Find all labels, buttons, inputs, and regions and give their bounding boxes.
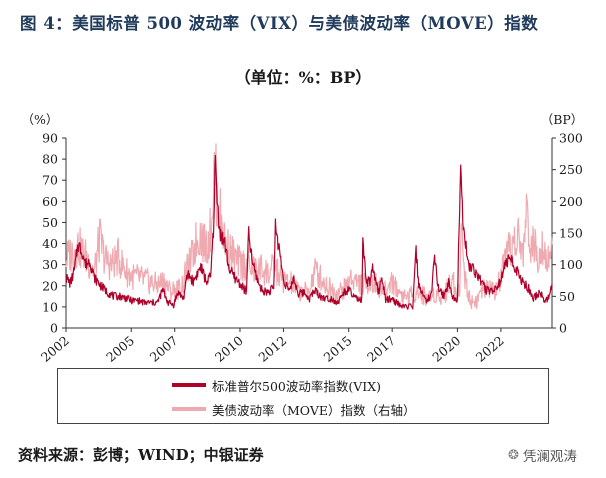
series-line-move xyxy=(65,143,553,310)
left-axis-tick-label: 60 xyxy=(42,194,58,209)
left-axis-tick-label: 10 xyxy=(42,299,58,314)
chart-title: 图 4：美国标普 500 波动率（VIX）与美债波动率（MOVE）指数 xyxy=(20,14,539,33)
x-axis-tick-label: 2010 xyxy=(212,333,246,365)
left-axis-tick-label: 0 xyxy=(50,321,58,336)
x-axis-tick-label: 2022 xyxy=(473,333,507,365)
line-chart: 0 10 20 30 40 50 60 70 80 90 0 50 100 150 200 250 300 200… xyxy=(22,112,584,365)
series-line-vix xyxy=(65,154,553,310)
legend-label-vix: 标准普尔500波动率指数(VIX) xyxy=(212,378,381,394)
x-axis-tick-label: 2015 xyxy=(321,333,355,365)
legend-label-move: 美债波动率（MOVE）指数（右轴） xyxy=(212,402,416,418)
left-axis-tick-label: 20 xyxy=(42,278,58,293)
legend-item-move: 美债波动率（MOVE）指数（右轴） xyxy=(172,399,415,419)
left-axis-unit-label: （%） xyxy=(22,112,59,127)
left-axis-tick-label: 90 xyxy=(42,131,58,146)
right-axis-tick-label: 300 xyxy=(559,131,583,146)
right-axis-tick-label: 50 xyxy=(559,289,575,304)
x-axis-tick-label: 2007 xyxy=(147,333,181,365)
right-axis-tick-label: 250 xyxy=(559,162,583,177)
right-axis-tick-label: 100 xyxy=(559,257,583,272)
right-axis-tick-label: 150 xyxy=(559,226,583,241)
left-axis-tick-label: 50 xyxy=(42,215,58,230)
left-axis-tick-label: 40 xyxy=(42,236,58,251)
legend-swatch-vix xyxy=(172,383,206,387)
watermark: ❂ 凭澜观涛 xyxy=(508,445,577,466)
source-note: 资料来源：彭博；WIND；中银证券 xyxy=(18,446,264,464)
chart-subtitle: （单位：%：BP） xyxy=(234,68,372,87)
legend-swatch-move xyxy=(172,407,206,411)
x-axis-tick-label: 2020 xyxy=(429,333,463,365)
right-axis-tick-label: 0 xyxy=(559,321,567,336)
chart-legend: 标准普尔500波动率指数(VIX) 美债波动率（MOVE）指数（右轴） xyxy=(57,368,549,424)
x-axis-tick-label: 2005 xyxy=(103,333,137,365)
wechat-icon: ❂ xyxy=(508,447,519,463)
x-axis-tick-label: 2002 xyxy=(38,333,72,365)
legend-item-vix: 标准普尔500波动率指数(VIX) xyxy=(172,375,381,395)
left-axis-tick-label: 30 xyxy=(42,257,58,272)
watermark-text: 凭澜观涛 xyxy=(522,449,577,465)
left-axis-tick-label: 70 xyxy=(42,173,58,188)
x-axis-tick-label: 2017 xyxy=(364,333,398,365)
x-axis-tick-label: 2012 xyxy=(255,333,289,365)
right-axis-unit-label: （BP） xyxy=(541,112,584,127)
left-axis-tick-label: 80 xyxy=(42,152,58,167)
right-axis-tick-label: 200 xyxy=(559,194,583,209)
